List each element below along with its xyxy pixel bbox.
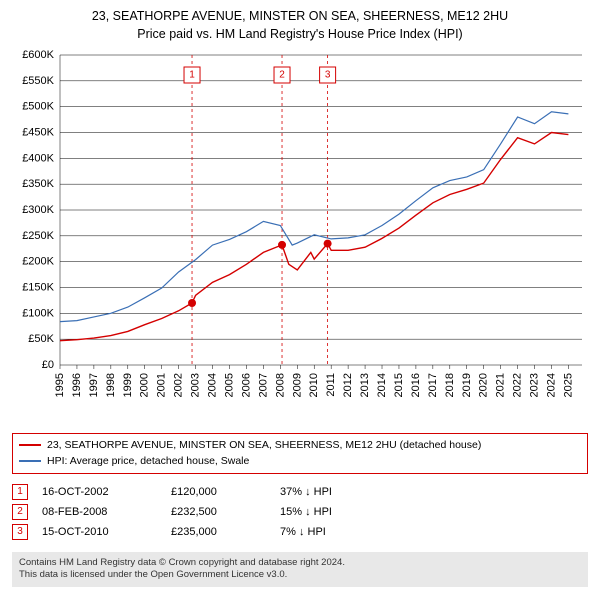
tx-badge: 2 bbox=[12, 504, 28, 520]
svg-text:1995: 1995 bbox=[54, 373, 66, 397]
svg-text:2019: 2019 bbox=[461, 373, 473, 397]
svg-text:2002: 2002 bbox=[173, 373, 185, 397]
svg-text:2021: 2021 bbox=[495, 373, 507, 397]
svg-text:2015: 2015 bbox=[393, 373, 405, 397]
tx-date: 16-OCT-2002 bbox=[42, 486, 157, 498]
legend-box: 23, SEATHORPE AVENUE, MINSTER ON SEA, SH… bbox=[12, 433, 588, 474]
svg-text:2: 2 bbox=[279, 70, 285, 81]
tx-date: 15-OCT-2010 bbox=[42, 526, 157, 538]
svg-text:£450K: £450K bbox=[22, 127, 54, 139]
legend-label-property: 23, SEATHORPE AVENUE, MINSTER ON SEA, SH… bbox=[47, 437, 481, 453]
svg-text:£550K: £550K bbox=[22, 75, 54, 87]
attribution-box: Contains HM Land Registry data © Crown c… bbox=[12, 552, 588, 588]
legend-row-property: 23, SEATHORPE AVENUE, MINSTER ON SEA, SH… bbox=[19, 437, 581, 453]
svg-text:2004: 2004 bbox=[207, 373, 219, 397]
svg-text:£150K: £150K bbox=[22, 282, 54, 294]
svg-text:1998: 1998 bbox=[105, 373, 117, 397]
svg-text:2023: 2023 bbox=[529, 373, 541, 397]
svg-text:1997: 1997 bbox=[88, 373, 100, 397]
svg-text:£250K: £250K bbox=[22, 230, 54, 242]
svg-text:2025: 2025 bbox=[562, 373, 574, 397]
svg-text:2000: 2000 bbox=[139, 373, 151, 397]
svg-text:2017: 2017 bbox=[427, 373, 439, 397]
svg-text:2005: 2005 bbox=[223, 373, 235, 397]
svg-text:£200K: £200K bbox=[22, 256, 54, 268]
legend-swatch-blue bbox=[19, 460, 41, 462]
svg-text:3: 3 bbox=[325, 70, 331, 81]
svg-text:£300K: £300K bbox=[22, 204, 54, 216]
transaction-row: 1 16-OCT-2002 £120,000 37% ↓ HPI bbox=[12, 482, 588, 502]
svg-text:£500K: £500K bbox=[22, 101, 54, 113]
svg-text:2009: 2009 bbox=[291, 373, 303, 397]
legend-row-hpi: HPI: Average price, detached house, Swal… bbox=[19, 453, 581, 469]
title-line1: 23, SEATHORPE AVENUE, MINSTER ON SEA, SH… bbox=[12, 8, 588, 26]
tx-price: £232,500 bbox=[171, 506, 266, 518]
tx-diff: 37% ↓ HPI bbox=[280, 486, 390, 498]
svg-text:2008: 2008 bbox=[274, 373, 286, 397]
svg-text:1: 1 bbox=[189, 70, 195, 81]
svg-text:2006: 2006 bbox=[240, 373, 252, 397]
legend-label-hpi: HPI: Average price, detached house, Swal… bbox=[47, 453, 249, 469]
chart-svg: £0 £50K £100K £150K £200K £250K £300K £350K £400… bbox=[12, 47, 588, 427]
svg-text:2014: 2014 bbox=[376, 373, 388, 397]
tx-price: £120,000 bbox=[171, 486, 266, 498]
svg-text:£400K: £400K bbox=[22, 152, 54, 164]
svg-text:2012: 2012 bbox=[342, 373, 354, 397]
tx-date: 08-FEB-2008 bbox=[42, 506, 157, 518]
svg-text:2013: 2013 bbox=[359, 373, 371, 397]
transaction-row: 2 08-FEB-2008 £232,500 15% ↓ HPI bbox=[12, 502, 588, 522]
svg-text:2001: 2001 bbox=[156, 373, 168, 397]
legend-swatch-red bbox=[19, 444, 41, 446]
svg-text:2007: 2007 bbox=[257, 373, 269, 397]
svg-text:£0: £0 bbox=[42, 359, 54, 371]
svg-text:£350K: £350K bbox=[22, 178, 54, 190]
title-line2: Price paid vs. HM Land Registry's House … bbox=[12, 26, 588, 44]
tx-badge: 3 bbox=[12, 524, 28, 540]
svg-text:2016: 2016 bbox=[410, 373, 422, 397]
tx-diff: 15% ↓ HPI bbox=[280, 506, 390, 518]
tx-price: £235,000 bbox=[171, 526, 266, 538]
chart-title: 23, SEATHORPE AVENUE, MINSTER ON SEA, SH… bbox=[12, 8, 588, 43]
attribution-line1: Contains HM Land Registry data © Crown c… bbox=[19, 557, 581, 570]
price-chart: £0 £50K £100K £150K £200K £250K £300K £350K £400… bbox=[12, 47, 588, 427]
tx-diff: 7% ↓ HPI bbox=[280, 526, 390, 538]
svg-text:2024: 2024 bbox=[545, 373, 557, 397]
svg-text:1999: 1999 bbox=[122, 373, 134, 397]
svg-text:£100K: £100K bbox=[22, 307, 54, 319]
tx-badge: 1 bbox=[12, 484, 28, 500]
svg-text:2003: 2003 bbox=[190, 373, 202, 397]
svg-text:2020: 2020 bbox=[478, 373, 490, 397]
svg-text:2010: 2010 bbox=[308, 373, 320, 397]
svg-text:£50K: £50K bbox=[28, 333, 54, 345]
transaction-row: 3 15-OCT-2010 £235,000 7% ↓ HPI bbox=[12, 522, 588, 542]
transaction-table: 1 16-OCT-2002 £120,000 37% ↓ HPI 2 08-FE… bbox=[12, 482, 588, 542]
svg-text:2011: 2011 bbox=[325, 373, 337, 397]
svg-text:2022: 2022 bbox=[512, 373, 524, 397]
svg-text:£600K: £600K bbox=[22, 49, 54, 61]
svg-text:1996: 1996 bbox=[71, 373, 83, 397]
attribution-line2: This data is licensed under the Open Gov… bbox=[19, 569, 581, 582]
svg-text:2018: 2018 bbox=[444, 373, 456, 397]
